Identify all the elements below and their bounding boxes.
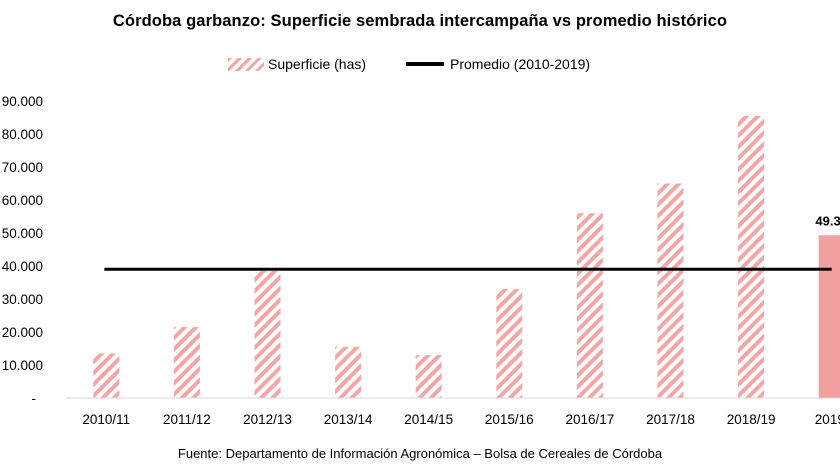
legend-swatch-line <box>406 62 444 66</box>
data-labels: 49.30 <box>815 213 840 228</box>
x-tick-label: 2011/12 <box>163 412 211 427</box>
bars <box>93 115 840 398</box>
legend: Superficie (has) Promedio (2010-2019) <box>0 56 840 78</box>
y-tick-label: 50.000 <box>2 226 43 241</box>
y-tick-label: - <box>32 391 37 406</box>
bar <box>254 270 281 398</box>
bar <box>738 115 765 398</box>
x-tick-label: 2012/13 <box>243 412 292 427</box>
y-axis: - 10.000 20.000 30.000 40.000 50.000 60.000 70.… <box>2 94 43 406</box>
x-tick-label: 2013/14 <box>324 412 373 427</box>
y-tick-label: 10.000 <box>2 358 43 373</box>
bar <box>173 327 200 398</box>
chart-title: Córdoba garbanzo: Superficie sembrada in… <box>112 12 728 30</box>
legend-swatch-hatched <box>228 57 264 71</box>
bar <box>335 346 362 398</box>
x-tick-label: 2018/19 <box>727 412 776 427</box>
bar <box>576 213 603 398</box>
x-tick-label: 2017/18 <box>646 412 695 427</box>
x-tick-label: 2019/ <box>815 412 840 427</box>
x-tick-label: 2014/15 <box>404 412 453 427</box>
x-axis: 2010/11 2011/12 2012/13 2013/14 2014/15 2015/… <box>66 397 840 427</box>
legend-label-promedio: Promedio (2010-2019) <box>450 56 591 72</box>
y-tick-label: 20.000 <box>2 325 43 340</box>
bar <box>496 289 523 398</box>
bar <box>415 355 442 398</box>
x-tick-label: 2015/16 <box>485 412 534 427</box>
legend-item-promedio: Promedio (2010-2019) <box>406 56 590 72</box>
bar <box>657 183 684 398</box>
y-tick-label: 90.000 <box>2 94 43 109</box>
y-tick-label: 80.000 <box>2 127 43 142</box>
data-label: 49.30 <box>815 213 840 228</box>
y-tick-label: 70.000 <box>2 160 43 175</box>
x-tick-label: 2010/11 <box>82 412 130 427</box>
legend-item-superficie: Superficie (has) <box>228 56 366 72</box>
y-tick-label: 40.000 <box>2 259 43 274</box>
y-tick-label: 60.000 <box>2 193 43 208</box>
bar <box>818 235 840 398</box>
source-note: Fuente: Departamento de Información Agro… <box>177 446 663 461</box>
legend-label-superficie: Superficie (has) <box>268 56 367 72</box>
x-tick-label: 2016/17 <box>565 412 614 427</box>
bar <box>93 353 120 398</box>
y-tick-label: 30.000 <box>2 292 43 307</box>
